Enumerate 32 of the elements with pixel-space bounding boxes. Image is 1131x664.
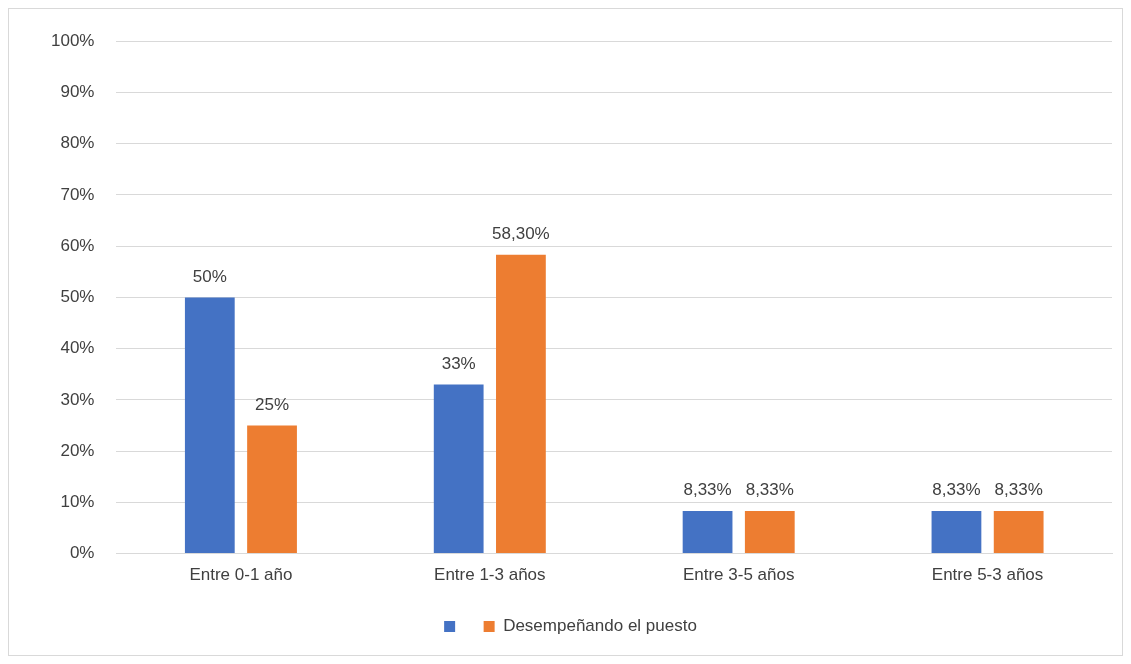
data-label: 58,30% (492, 224, 550, 244)
bar (433, 384, 484, 554)
y-tick-label: 10% (60, 492, 95, 512)
data-label: 8,33% (994, 480, 1043, 500)
bar (496, 254, 546, 554)
y-tick-label: 80% (60, 133, 95, 153)
y-tick-label: 90% (60, 82, 95, 102)
bar (247, 425, 297, 554)
bar (184, 297, 235, 554)
bar (744, 510, 795, 554)
y-tick-label: 70% (60, 184, 95, 204)
x-tick-label: Entre 1-3 años (434, 565, 546, 585)
data-label: 50% (192, 266, 227, 286)
y-tick-label: 100% (51, 30, 95, 50)
data-label: 8,33% (683, 480, 732, 500)
x-tick-label: Entre 5-3 años (931, 565, 1044, 585)
y-tick-label: 50% (60, 287, 95, 307)
bar (931, 510, 982, 554)
y-tick-label: 20% (60, 440, 95, 460)
x-tick-label: Entre 3-5 años (682, 565, 795, 585)
data-label: 25% (255, 394, 290, 414)
y-tick-label: 30% (60, 389, 95, 409)
data-label: 8,33% (932, 480, 981, 500)
bar (993, 510, 1044, 554)
legend-label: Desempeñando el puesto (503, 616, 697, 636)
y-tick-label: 0% (69, 543, 95, 563)
data-label: 8,33% (745, 480, 794, 500)
y-tick-label: 40% (60, 338, 95, 358)
x-tick-label: Entre 0-1 año (189, 565, 293, 585)
y-tick-label: 60% (60, 235, 95, 255)
data-label: 33% (441, 353, 476, 373)
bar (682, 510, 733, 554)
